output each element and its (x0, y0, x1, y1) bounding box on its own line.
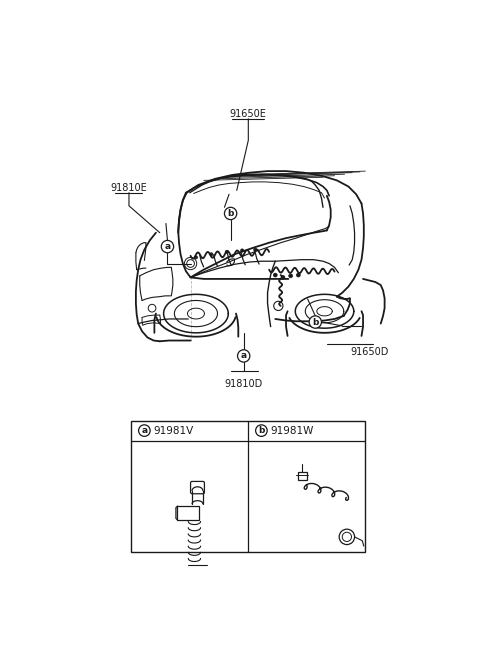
Text: a: a (164, 242, 170, 251)
Text: 91650E: 91650E (230, 109, 267, 119)
Circle shape (194, 256, 197, 259)
Text: b: b (312, 318, 319, 327)
Circle shape (225, 207, 237, 220)
Bar (131, 421, 365, 552)
Bar (298, 472, 307, 480)
Bar (178, 506, 199, 520)
Circle shape (289, 274, 293, 277)
Circle shape (309, 316, 322, 328)
Text: 91810E: 91810E (110, 182, 147, 193)
Text: b: b (228, 209, 234, 218)
Text: a: a (141, 426, 147, 435)
Circle shape (161, 240, 174, 253)
Circle shape (225, 251, 228, 253)
Circle shape (273, 273, 277, 277)
Circle shape (240, 249, 244, 252)
Text: a: a (240, 352, 247, 360)
Circle shape (238, 350, 250, 362)
Text: 91981V: 91981V (154, 426, 194, 436)
Circle shape (297, 273, 300, 277)
Circle shape (139, 425, 150, 436)
Circle shape (210, 253, 213, 256)
Text: b: b (258, 426, 264, 435)
Text: 91981W: 91981W (271, 426, 314, 436)
Text: 91810D: 91810D (225, 379, 263, 389)
Text: 91650D: 91650D (350, 346, 388, 357)
Circle shape (281, 276, 285, 279)
Circle shape (254, 248, 257, 251)
Circle shape (256, 425, 267, 436)
